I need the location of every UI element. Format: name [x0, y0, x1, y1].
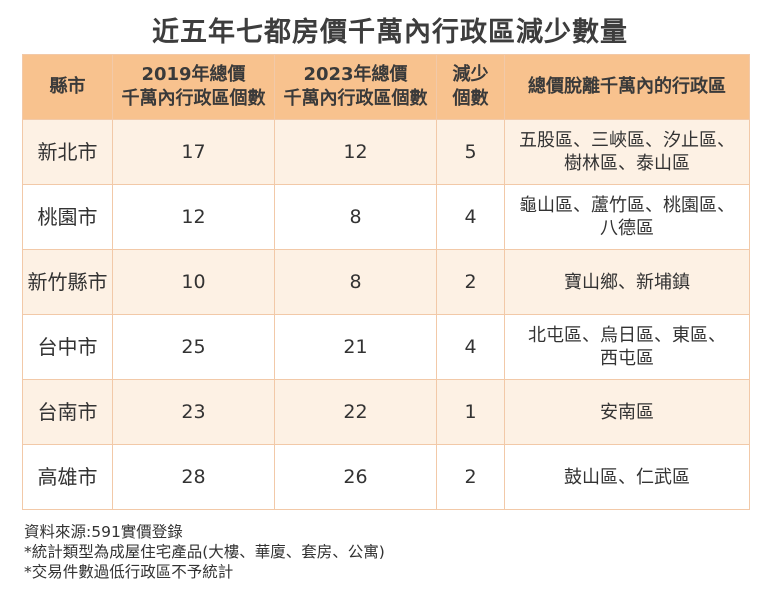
source-note: 資料來源:591實價登錄	[24, 523, 183, 541]
cell-2023-count: 8	[274, 184, 437, 250]
cell-decrease: 2	[436, 249, 505, 315]
areas-line: 八德區	[600, 218, 654, 239]
cell-city: 高雄市	[22, 444, 113, 510]
cell-city: 桃園市	[22, 184, 113, 250]
header-2019-count: 2019年總價 千萬內行政區個數	[112, 54, 275, 120]
footnotes: 資料來源:591實價登錄 *統計類型為成屋住宅產品(大樓、華廈、套房、公寓) *…	[24, 522, 385, 582]
cell-2023-count: 21	[274, 314, 437, 380]
table-row: 台南市 23 22 1 安南區	[22, 379, 750, 445]
cell-areas: 鼓山區、仁武區	[504, 444, 750, 510]
areas-line: 五股區、三峽區、汐止區、	[519, 130, 735, 151]
footnote: *統計類型為成屋住宅產品(大樓、華廈、套房、公寓)	[24, 543, 385, 561]
cell-2023-count: 22	[274, 379, 437, 445]
cell-2019-count: 10	[112, 249, 275, 315]
areas-line: 龜山區、蘆竹區、桃園區、	[519, 195, 735, 216]
cell-2019-count: 28	[112, 444, 275, 510]
cell-2019-count: 23	[112, 379, 275, 445]
cell-city: 新竹縣市	[22, 249, 113, 315]
cell-areas: 寶山鄉、新埔鎮	[504, 249, 750, 315]
page-title: 近五年七都房價千萬內行政區減少數量	[152, 17, 628, 48]
cell-decrease: 5	[436, 119, 505, 185]
areas-line: 鼓山區、仁武區	[564, 466, 690, 488]
footnote: *交易件數過低行政區不予統計	[24, 563, 234, 581]
cell-areas: 五股區、三峽區、汐止區、 樹林區、泰山區	[504, 119, 750, 185]
areas-line: 安南區	[600, 401, 654, 423]
cell-decrease: 1	[436, 379, 505, 445]
cell-city: 新北市	[22, 119, 113, 185]
areas-line: 西屯區	[600, 348, 654, 369]
district-table: 縣市 2019年總價 千萬內行政區個數 2023年總價 千萬內行政區個數 減少 個數 …	[22, 54, 750, 510]
table-header-row: 縣市 2019年總價 千萬內行政區個數 2023年總價 千萬內行政區個數 減少 個數 …	[22, 54, 750, 120]
header-areas: 總價脫離千萬內的行政區	[504, 54, 750, 120]
areas-line: 北屯區、烏日區、東區、	[528, 325, 726, 346]
cell-city: 台南市	[22, 379, 113, 445]
cell-decrease: 2	[436, 444, 505, 510]
table-row: 新北市 17 12 5 五股區、三峽區、汐止區、 樹林區、泰山區	[22, 119, 750, 185]
table-row: 新竹縣市 10 8 2 寶山鄉、新埔鎮	[22, 249, 750, 315]
cell-areas: 安南區	[504, 379, 750, 445]
cell-areas: 龜山區、蘆竹區、桃園區、 八德區	[504, 184, 750, 250]
cell-2019-count: 12	[112, 184, 275, 250]
cell-2023-count: 26	[274, 444, 437, 510]
cell-decrease: 4	[436, 314, 505, 380]
cell-decrease: 4	[436, 184, 505, 250]
areas-line: 樹林區、泰山區	[564, 153, 690, 174]
table-row: 桃園市 12 8 4 龜山區、蘆竹區、桃園區、 八德區	[22, 184, 750, 250]
cell-2023-count: 8	[274, 249, 437, 315]
table-row: 台中市 25 21 4 北屯區、烏日區、東區、 西屯區	[22, 314, 750, 380]
cell-2023-count: 12	[274, 119, 437, 185]
areas-line: 寶山鄉、新埔鎮	[564, 271, 690, 293]
cell-2019-count: 25	[112, 314, 275, 380]
header-2023-count: 2023年總價 千萬內行政區個數	[274, 54, 437, 120]
cell-city: 台中市	[22, 314, 113, 380]
cell-areas: 北屯區、烏日區、東區、 西屯區	[504, 314, 750, 380]
header-decrease: 減少 個數	[436, 54, 505, 120]
cell-2019-count: 17	[112, 119, 275, 185]
header-city: 縣市	[22, 54, 113, 120]
table-row: 高雄市 28 26 2 鼓山區、仁武區	[22, 444, 750, 510]
